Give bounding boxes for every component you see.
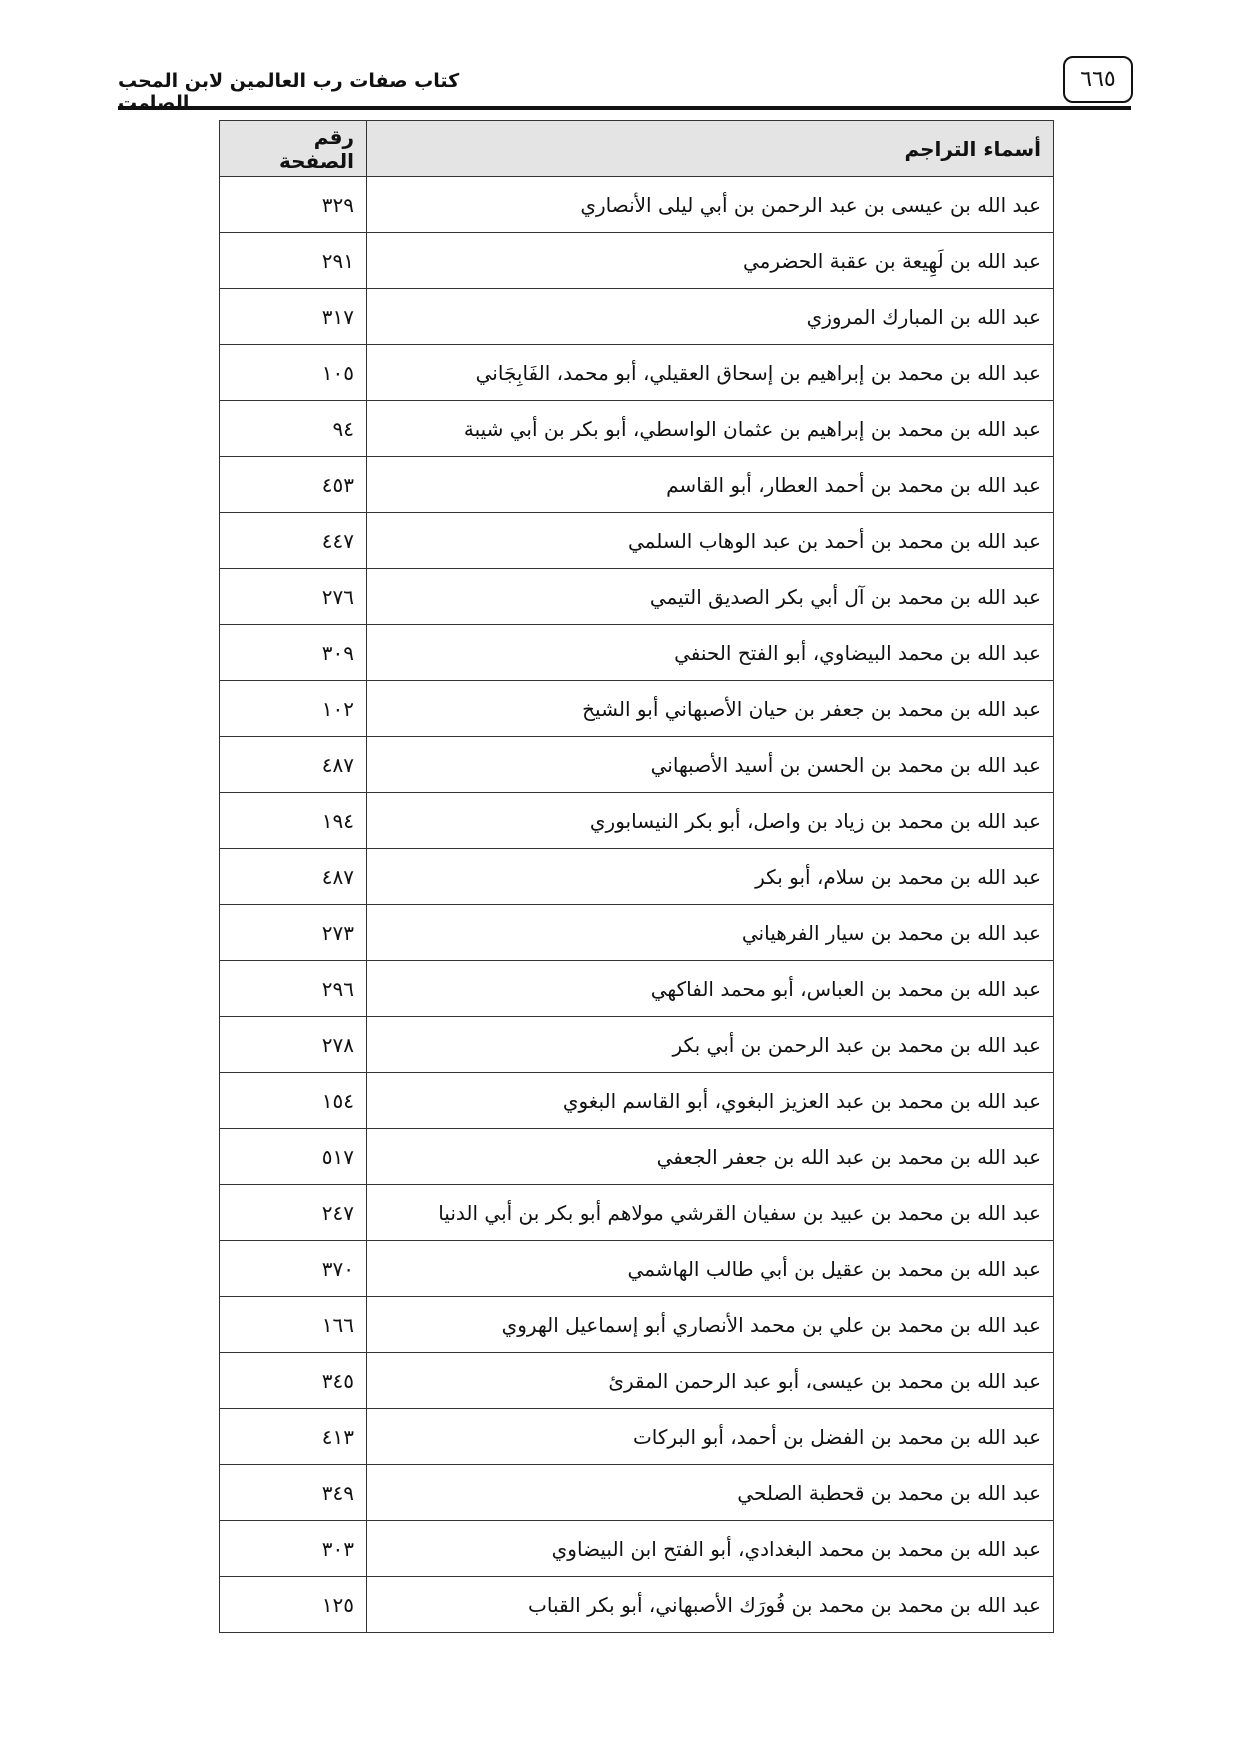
table-row: عبد الله بن محمد بن سلام، أبو بكر ٤٨٧ [219, 848, 1054, 905]
page-cell: ٤٨٧ [219, 736, 367, 793]
name-cell: عبد الله بن محمد بن الفضل بن أحمد، أبو ا… [366, 1408, 1054, 1465]
page-cell: ٤٥٣ [219, 456, 367, 513]
page-cell: ٤٨٧ [219, 848, 367, 905]
page-cell: ٢٧٦ [219, 568, 367, 625]
page-cell: ١٦٦ [219, 1296, 367, 1353]
page-cell: ٣٢٩ [219, 176, 367, 233]
table-row: عبد الله بن محمد بن عبد الرحمن بن أبي بك… [219, 1016, 1054, 1073]
page-cell: ٩٤ [219, 400, 367, 457]
page-cell: ٥١٧ [219, 1128, 367, 1185]
page-cell: ٣٠٩ [219, 624, 367, 681]
name-cell: عبد الله بن محمد بن جعفر بن حيان الأصبها… [366, 680, 1054, 737]
column-header: أسماء التراجم [366, 120, 1054, 177]
name-cell: عبد الله بن المبارك المروزي [366, 288, 1054, 345]
page-number: ٦٦٥ [1063, 56, 1133, 103]
name-cell: عبد الله بن محمد بن أحمد العطار، أبو الق… [366, 456, 1054, 513]
column-header: رقم الصفحة [219, 120, 367, 177]
page-cell: ٤١٣ [219, 1408, 367, 1465]
page-cell: ٤٤٧ [219, 512, 367, 569]
page-cell: ٢٩٦ [219, 960, 367, 1017]
table-row: عبد الله بن محمد بن إبراهيم بن عثمان الو… [219, 400, 1054, 457]
table-row: عبد الله بن محمد بن عقيل بن أبي طالب اله… [219, 1240, 1054, 1297]
page-cell: ٣٧٠ [219, 1240, 367, 1297]
header-rule [118, 106, 1131, 110]
page-cell: ١٥٤ [219, 1072, 367, 1129]
table-row: عبد الله بن محمد بن جعفر بن حيان الأصبها… [219, 680, 1054, 737]
name-cell: عبد الله بن محمد بن الحسن بن أسيد الأصبه… [366, 736, 1054, 793]
name-cell: عبد الله بن محمد بن عبد الله بن جعفر الج… [366, 1128, 1054, 1185]
name-cell: عبد الله بن محمد بن آل أبي بكر الصديق ال… [366, 568, 1054, 625]
table-body: عبد الله بن عيسى بن عبد الرحمن بن أبي لي… [219, 176, 1054, 1633]
name-cell: عبد الله بن محمد بن محمد البغدادي، أبو ا… [366, 1520, 1054, 1577]
page-cell: ٢٩١ [219, 232, 367, 289]
table-row: عبد الله بن المبارك المروزي ٣١٧ [219, 288, 1054, 345]
name-cell: عبد الله بن محمد بن عبد الرحمن بن أبي بك… [366, 1016, 1054, 1073]
table-row: عبد الله بن محمد بن عبد العزيز البغوي، أ… [219, 1072, 1054, 1129]
page-cell: ٢٧٣ [219, 904, 367, 961]
page-cell: ١٠٥ [219, 344, 367, 401]
table-row: عبد الله بن محمد بن إبراهيم بن إسحاق الع… [219, 344, 1054, 401]
name-cell: عبد الله بن محمد بن أحمد بن عبد الوهاب ا… [366, 512, 1054, 569]
table-row: عبد الله بن محمد بن محمد بن فُورَك الأصب… [219, 1576, 1054, 1633]
name-cell: عبد الله بن عيسى بن عبد الرحمن بن أبي لي… [366, 176, 1054, 233]
page-cell: ٣١٧ [219, 288, 367, 345]
name-cell: عبد الله بن محمد بن إبراهيم بن إسحاق الع… [366, 344, 1054, 401]
table-row: عبد الله بن محمد البيضاوي، أبو الفتح الح… [219, 624, 1054, 681]
name-cell: عبد الله بن محمد بن قحطبة الصلحي [366, 1464, 1054, 1521]
header-row: أسماء التراجم رقم الصفحة [219, 120, 1054, 177]
name-cell: عبد الله بن محمد بن عبد العزيز البغوي، أ… [366, 1072, 1054, 1129]
page-cell: ١٩٤ [219, 792, 367, 849]
page-cell: ٢٤٧ [219, 1184, 367, 1241]
table-row: عبد الله بن محمد بن العباس، أبو محمد الف… [219, 960, 1054, 1017]
name-cell: عبد الله بن محمد بن عيسى، أبو عبد الرحمن… [366, 1352, 1054, 1409]
table-row: عبد الله بن محمد بن أحمد بن عبد الوهاب ا… [219, 512, 1054, 569]
name-cell: عبد الله بن محمد بن علي بن محمد الأنصاري… [366, 1296, 1054, 1353]
table-row: عبد الله بن محمد بن عيسى، أبو عبد الرحمن… [219, 1352, 1054, 1409]
table-row: عبد الله بن محمد بن الحسن بن أسيد الأصبه… [219, 736, 1054, 793]
page-cell: ١٢٥ [219, 1576, 367, 1633]
page-cell: ٣٤٩ [219, 1464, 367, 1521]
table-row: عبد الله بن محمد بن محمد البغدادي، أبو ا… [219, 1520, 1054, 1577]
table-row: عبد الله بن محمد بن سيار الفرهياني ٢٧٣ [219, 904, 1054, 961]
name-cell: عبد الله بن محمد بن محمد بن فُورَك الأصب… [366, 1576, 1054, 1633]
name-cell: عبد الله بن محمد بن عقيل بن أبي طالب اله… [366, 1240, 1054, 1297]
table-row: عبد الله بن لَهِيعة بن عقبة الحضرمي ٢٩١ [219, 232, 1054, 289]
name-cell: عبد الله بن محمد بن زياد بن واصل، أبو بك… [366, 792, 1054, 849]
table-row: عبد الله بن محمد بن قحطبة الصلحي ٣٤٩ [219, 1464, 1054, 1521]
name-cell: عبد الله بن محمد بن العباس، أبو محمد الف… [366, 960, 1054, 1017]
table-row: عبد الله بن محمد بن علي بن محمد الأنصاري… [219, 1296, 1054, 1353]
name-cell: عبد الله بن محمد بن سلام، أبو بكر [366, 848, 1054, 905]
name-cell: عبد الله بن لَهِيعة بن عقبة الحضرمي [366, 232, 1054, 289]
index-table: أسماء التراجم رقم الصفحة عبد الله بن عيس… [219, 120, 1054, 1633]
table-row: عبد الله بن محمد بن آل أبي بكر الصديق ال… [219, 568, 1054, 625]
name-cell: عبد الله بن محمد بن عبيد بن سفيان القرشي… [366, 1184, 1054, 1241]
table-row: عبد الله بن محمد بن زياد بن واصل، أبو بك… [219, 792, 1054, 849]
table-row: عبد الله بن محمد بن أحمد العطار، أبو الق… [219, 456, 1054, 513]
page-cell: ٣٠٣ [219, 1520, 367, 1577]
page-cell: ٣٤٥ [219, 1352, 367, 1409]
page-cell: ١٠٢ [219, 680, 367, 737]
table-row: عبد الله بن محمد بن عبد الله بن جعفر الج… [219, 1128, 1054, 1185]
table-row: عبد الله بن محمد بن عبيد بن سفيان القرشي… [219, 1184, 1054, 1241]
name-cell: عبد الله بن محمد بن إبراهيم بن عثمان الو… [366, 400, 1054, 457]
name-cell: عبد الله بن محمد بن سيار الفرهياني [366, 904, 1054, 961]
page-cell: ٢٧٨ [219, 1016, 367, 1073]
table-row: عبد الله بن محمد بن الفضل بن أحمد، أبو ا… [219, 1408, 1054, 1465]
name-cell: عبد الله بن محمد البيضاوي، أبو الفتح الح… [366, 624, 1054, 681]
table-row: عبد الله بن عيسى بن عبد الرحمن بن أبي لي… [219, 176, 1054, 233]
